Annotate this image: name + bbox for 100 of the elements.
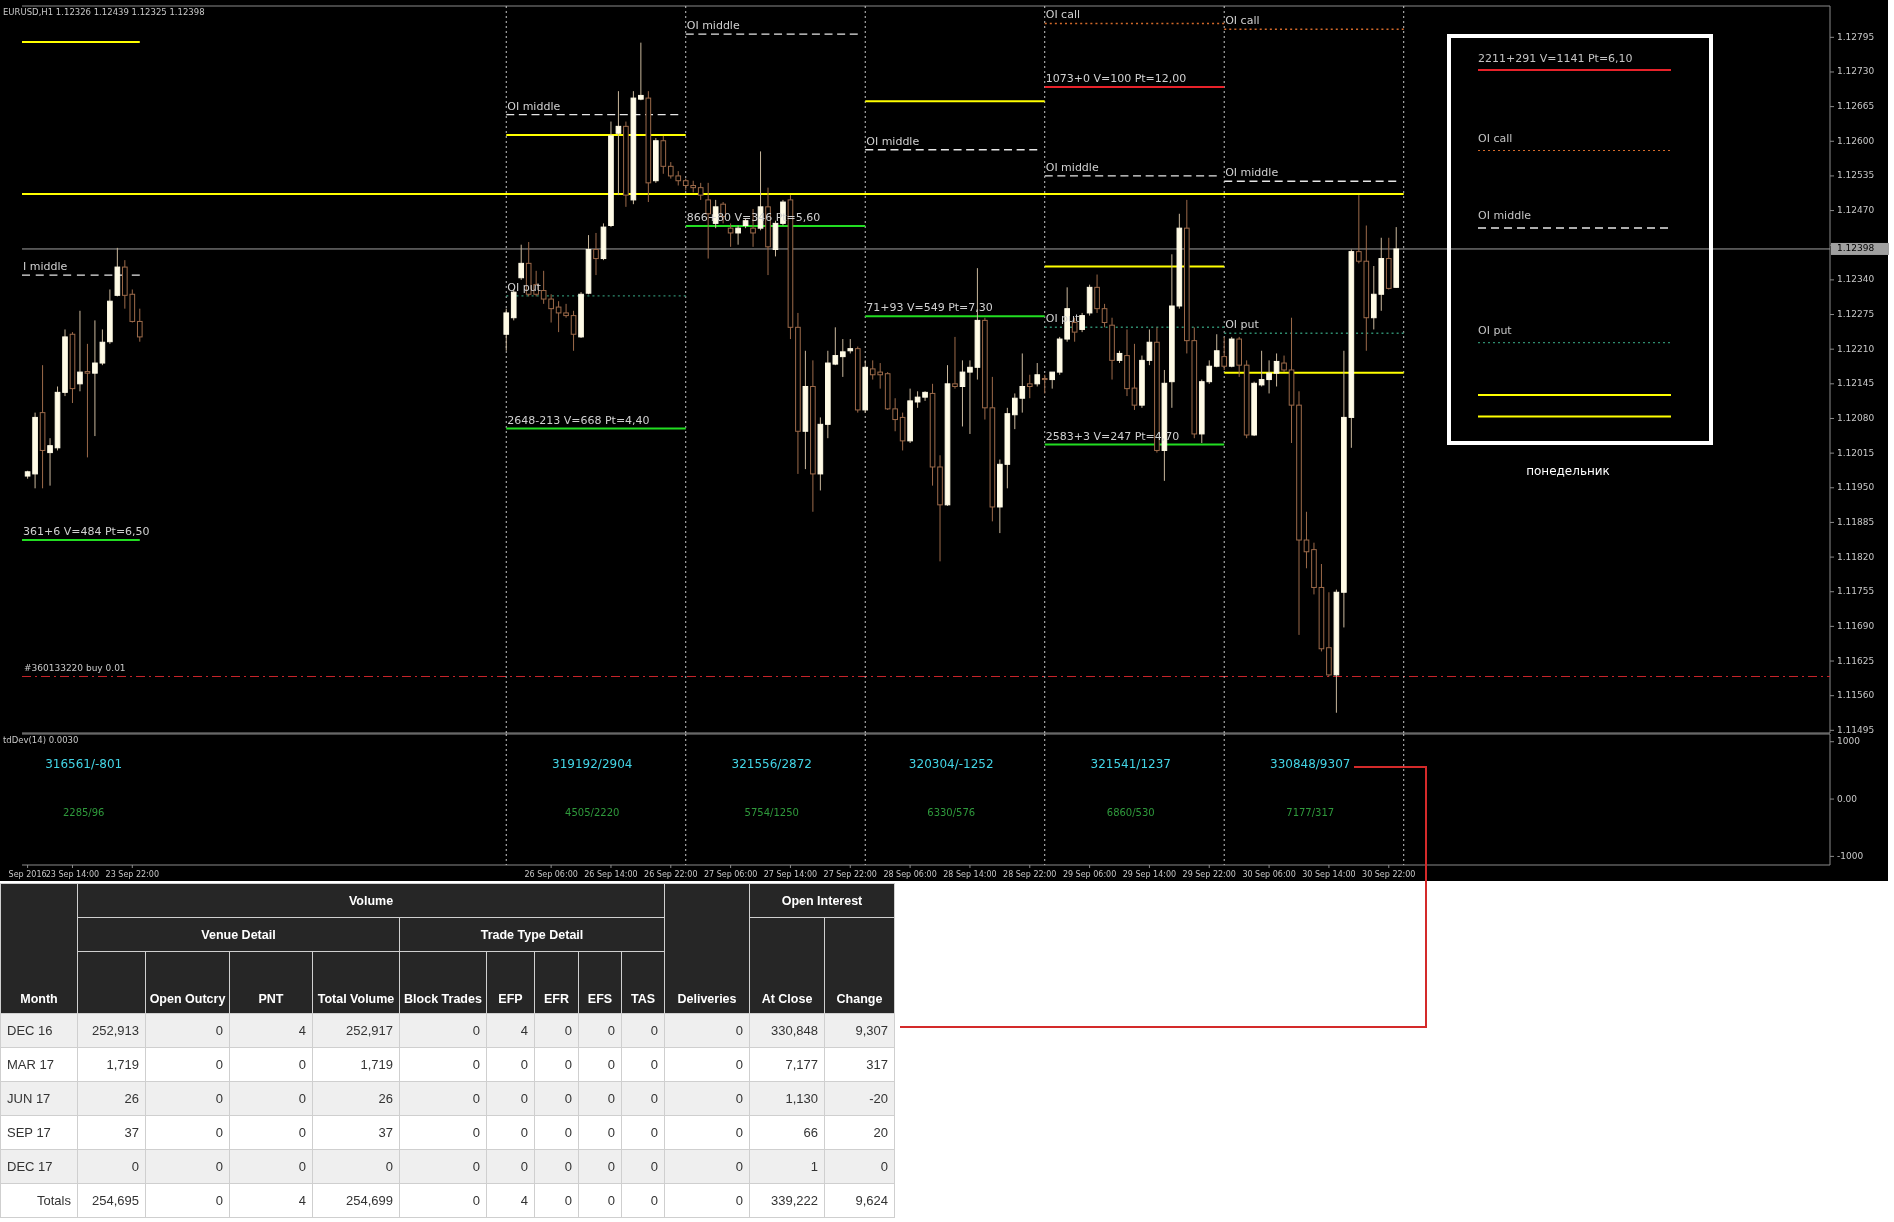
text: 0 [215, 1125, 223, 1140]
text: 317 [866, 1057, 888, 1072]
annotation: 6330/576 [927, 807, 976, 819]
text: 0 [298, 1057, 306, 1072]
y-tick-label: 1.12795 [1837, 31, 1875, 42]
y-tick-label: -1000 [1837, 850, 1864, 861]
text: 0 [650, 1159, 658, 1174]
category-label: TAS [621, 951, 665, 1014]
text: 0 [472, 1193, 480, 1208]
series-label: OI middle [1225, 166, 1279, 180]
candlestick [47, 437, 53, 487]
x-tick-label: Sep 2016 [8, 870, 47, 879]
text: 0 [298, 1125, 306, 1140]
text: Volume [77, 883, 665, 918]
text: 0 [564, 1057, 572, 1072]
candlestick [615, 90, 622, 196]
text: 0 [520, 1057, 528, 1072]
ref-line-label: #360133220 buy 0.01 [24, 663, 126, 674]
candlestick [1094, 274, 1100, 314]
candlestick [1131, 343, 1138, 411]
x-tick-label: 30 Sep 22:00 [1362, 870, 1416, 879]
text: 26 [124, 1091, 139, 1106]
x-tick-label: 27 Sep 14:00 [763, 870, 818, 879]
candlestick [1041, 374, 1048, 394]
chart-title: EURUSD,H1 1.12326 1.12439 1.12325 1.12398 [3, 7, 205, 17]
y-tick-label: 1.12145 [1837, 378, 1875, 389]
candlestick [959, 359, 966, 427]
text: 0 [735, 1125, 743, 1140]
candlestick [1303, 511, 1310, 569]
series-label: OI call [1225, 14, 1260, 28]
series-label: OI middle [686, 19, 740, 33]
candlestick [727, 222, 734, 248]
annotation: OI call [1478, 132, 1513, 145]
annotation: 316561/-801 [45, 756, 123, 771]
candlestick [638, 42, 644, 101]
text: 0 [650, 1193, 658, 1208]
text: 0 [735, 1091, 743, 1106]
y-tick-label: 1.12470 [1837, 205, 1875, 216]
annotation: 6860/530 [1106, 807, 1155, 819]
text: Venue Detail [77, 917, 400, 952]
x-tick-label: 29 Sep 14:00 [1122, 870, 1177, 879]
text: 0 [880, 1159, 888, 1174]
category-label: Change [824, 917, 895, 1014]
text: 37 [378, 1125, 393, 1140]
candlestick [503, 308, 510, 352]
candlestick [1221, 336, 1228, 371]
text: 0 [735, 1193, 743, 1208]
text: 0 [607, 1057, 615, 1072]
y-tick-label: 1.11495 [1837, 724, 1875, 735]
annotation: 321541/1237 [1090, 756, 1171, 771]
text: 26 [378, 1091, 393, 1106]
annotation: 4505/2220 [565, 807, 620, 819]
category-label: EFR [534, 951, 579, 1014]
text: 7,177 [785, 1057, 818, 1072]
text: 0 [520, 1125, 528, 1140]
category-label: Total Volume [312, 951, 400, 1014]
x-tick-label: 28 Sep 14:00 [943, 870, 997, 879]
annotation: 2285/96 [62, 807, 105, 819]
x-tick-label: 28 Sep 22:00 [1003, 870, 1057, 879]
candlestick [77, 310, 83, 392]
x-tick-label: 29 Sep 06:00 [1062, 870, 1117, 879]
text: 0 [298, 1091, 306, 1106]
y-tick-label: 1.12210 [1837, 343, 1875, 354]
x-tick-label: 23 Sep 14:00 [45, 870, 100, 879]
text: 0 [385, 1159, 393, 1174]
text: 0 [735, 1023, 743, 1038]
y-tick-label: 1.12535 [1837, 170, 1875, 181]
annotation: 330848/9307 [1270, 756, 1351, 771]
series-label: 361+6 V=484 Pt=6,50 [23, 525, 150, 539]
x-tick-label: 28 Sep 06:00 [883, 870, 937, 879]
annotation: 5754/1250 [744, 807, 799, 819]
text: 4 [298, 1193, 306, 1208]
text: 37 [124, 1125, 139, 1140]
series-label: 1073+0 V=100 Pt=12,00 [1045, 71, 1187, 85]
text: 339,222 [771, 1193, 818, 1208]
text: 9,624 [855, 1193, 888, 1208]
category-label: JUN 17 [7, 1091, 51, 1106]
candlestick [1026, 374, 1033, 399]
text: 0 [472, 1159, 480, 1174]
series-label: OI put [1225, 318, 1260, 332]
series-label: OI middle [507, 99, 561, 113]
y-tick-label: 1000 [1837, 736, 1861, 747]
text: 0 [564, 1193, 572, 1208]
text: 0 [650, 1091, 658, 1106]
annotation: 2211+291 V=1141 Pt=6,10 [1478, 52, 1633, 65]
x-tick-label: 26 Sep 14:00 [584, 870, 638, 879]
y-tick-label: 1.12275 [1837, 309, 1875, 320]
category-label: EFP [486, 951, 535, 1014]
candlestick [1101, 303, 1108, 328]
text: 330,848 [771, 1023, 818, 1038]
candlestick [1213, 333, 1220, 368]
text: 1,719 [360, 1057, 393, 1072]
text: 0 [607, 1091, 615, 1106]
annotation: OI put [1478, 324, 1513, 337]
text: 0 [472, 1023, 480, 1038]
annotation: 320304/-1252 [908, 756, 994, 771]
candlestick [839, 338, 846, 378]
x-tick-label: 26 Sep 06:00 [524, 870, 578, 879]
text: 0 [215, 1159, 223, 1174]
y-tick-label: 1.11885 [1837, 516, 1875, 527]
